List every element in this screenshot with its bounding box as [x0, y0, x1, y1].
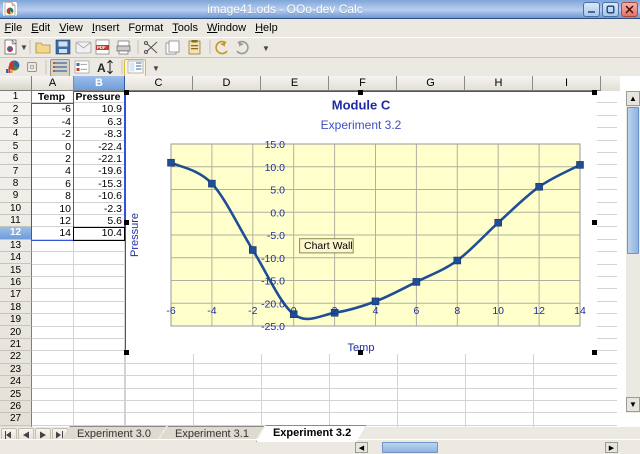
svg-text:12: 12 [533, 305, 545, 317]
svg-text:5.0: 5.0 [270, 185, 285, 197]
svg-text:Module C: Module C [332, 98, 391, 113]
svg-text:Experiment 3.2: Experiment 3.2 [321, 118, 402, 132]
svg-text:2: 2 [332, 305, 338, 317]
svg-text:▼: ▼ [20, 43, 28, 52]
svg-text:A: A [97, 61, 106, 75]
svg-text:15.0: 15.0 [265, 139, 286, 151]
svg-text:Chart Wall: Chart Wall [304, 240, 353, 252]
svg-text:0.0: 0.0 [270, 207, 285, 219]
svg-text:-20.0: -20.0 [261, 298, 285, 310]
svg-text:-4: -4 [207, 305, 216, 317]
svg-text:-25.0: -25.0 [261, 321, 285, 333]
svg-text:10: 10 [492, 305, 504, 317]
svg-text:PDF: PDF [97, 45, 106, 50]
svg-text:Pressure: Pressure [129, 213, 141, 257]
svg-text:-2: -2 [248, 305, 257, 317]
svg-text:▼: ▼ [262, 44, 270, 53]
svg-text:-5.0: -5.0 [267, 230, 285, 242]
svg-text:6: 6 [413, 305, 419, 317]
svg-text:-15.0: -15.0 [261, 276, 285, 288]
svg-text:-6: -6 [166, 305, 175, 317]
svg-text:14: 14 [574, 305, 586, 317]
svg-text:4: 4 [373, 305, 379, 317]
svg-text:▼: ▼ [152, 64, 160, 73]
svg-text:0: 0 [291, 305, 297, 317]
svg-text:10.0: 10.0 [265, 162, 286, 174]
svg-text:8: 8 [454, 305, 460, 317]
svg-text:-10.0: -10.0 [261, 253, 285, 265]
